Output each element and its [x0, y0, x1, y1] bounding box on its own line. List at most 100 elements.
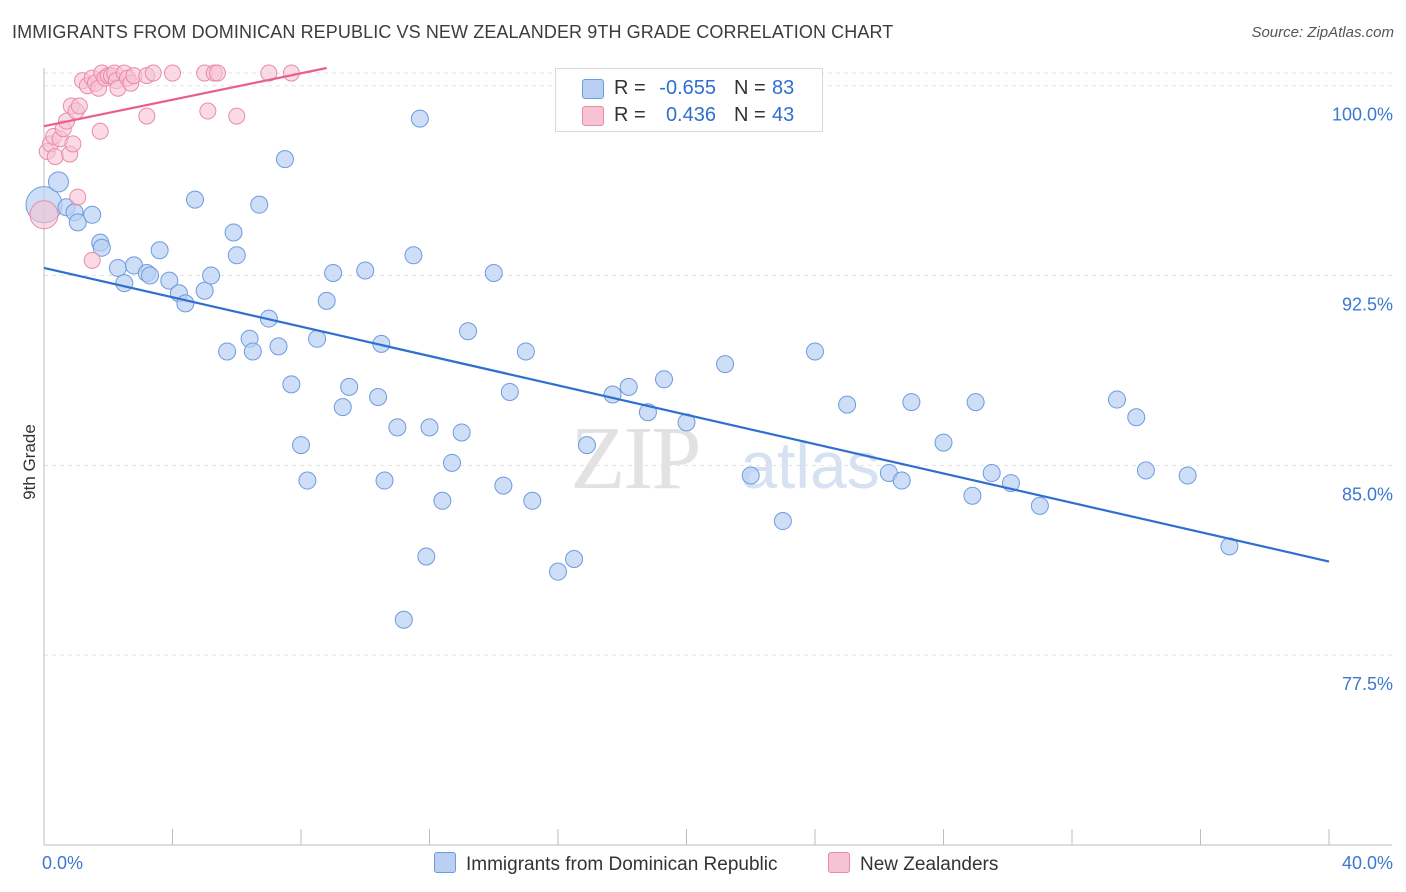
tick-labels: 77.5% 85.0% 92.5% 100.0% 0.0% 40.0% [42, 105, 1393, 873]
data-point-dominican [500, 382, 519, 401]
legend-row-dominican: R = -0.655 N = 83 [556, 73, 820, 101]
y-tick-label: 92.5% [1342, 295, 1393, 315]
data-point-dominican [108, 258, 127, 277]
data-point-dominican [176, 294, 195, 313]
data-point-dominican [83, 205, 102, 224]
data-point-newzealand [64, 135, 82, 153]
legend-r-value: -0.655 [659, 77, 716, 99]
watermark: ZIP atlas [571, 409, 880, 508]
data-point-newzealand [199, 102, 217, 120]
data-point-dominican [966, 393, 985, 412]
data-point-dominican [484, 264, 503, 283]
data-point-dominican [68, 213, 87, 232]
data-point-dominican [324, 264, 343, 283]
data-point-dominican [577, 436, 596, 455]
data-point-dominican [333, 398, 352, 417]
legend-row-newzealand: R = 0.436 N = 43 [556, 100, 820, 128]
data-point-dominican [410, 109, 429, 128]
data-point-dominican [388, 418, 407, 437]
y-tick-label: 100.0% [1332, 105, 1393, 125]
data-point-dominican [1107, 390, 1126, 409]
data-point-dominican [202, 266, 221, 285]
data-point-dominican [250, 195, 269, 214]
data-point-dominican [195, 281, 214, 300]
legend-item-newzealand: New Zealanders [828, 852, 998, 876]
trend-line-newzealand [43, 66, 327, 128]
watermark-atlas: atlas [740, 428, 879, 502]
data-point-newzealand [91, 122, 109, 140]
data-point-newzealand [260, 64, 278, 82]
legend-item-dominican: Immigrants from Dominican Republic [434, 852, 778, 876]
data-point-dominican [934, 433, 953, 452]
data-point-dominican [838, 395, 857, 414]
series-dominican-points [25, 109, 1239, 629]
data-point-dominican [404, 246, 423, 265]
data-point-newzealand [69, 188, 87, 206]
data-point-dominican [150, 241, 169, 260]
data-point-dominican [716, 355, 735, 374]
y-axis-label: 9th Grade [20, 424, 39, 500]
y-tick-label: 77.5% [1342, 674, 1393, 694]
legend-swatch-pink [582, 106, 604, 126]
data-point-dominican [452, 423, 471, 442]
x-tick-label: 0.0% [42, 853, 83, 873]
legend-label-newzealand: New Zealanders [860, 854, 999, 875]
data-point-dominican [963, 486, 982, 505]
data-point-dominican [773, 512, 792, 531]
legend-swatch-blue [434, 852, 456, 873]
data-point-dominican [340, 377, 359, 396]
data-point-dominican [741, 466, 760, 485]
y-tick-label: 85.0% [1342, 484, 1393, 504]
data-point-dominican [275, 150, 294, 169]
data-point-dominican [1127, 408, 1146, 427]
data-point-newzealand [70, 97, 88, 115]
data-point-dominican [375, 471, 394, 490]
data-point-dominican [185, 190, 204, 209]
trend-lines [43, 66, 1330, 563]
data-point-dominican [356, 261, 375, 280]
data-point-dominican [269, 337, 288, 356]
data-point-dominican [982, 463, 1001, 482]
data-point-dominican [1136, 461, 1155, 480]
data-point-dominican [433, 491, 452, 510]
data-point-dominican [115, 274, 134, 293]
chart-source: Source: ZipAtlas.com [1251, 24, 1394, 41]
legend-r-label: R = [614, 104, 646, 126]
legend-n-label: N = [734, 77, 766, 99]
legend-label-dominican: Immigrants from Dominican Republic [466, 854, 778, 875]
data-point-dominican [1178, 466, 1197, 485]
axes [43, 68, 1392, 846]
data-point-dominican [160, 271, 179, 290]
data-point-dominican [369, 388, 388, 407]
legend-n-value: 83 [772, 77, 795, 99]
data-point-newzealand [29, 200, 59, 230]
data-point-dominican [308, 329, 327, 348]
data-point-dominican [420, 418, 439, 437]
data-point-newzealand [46, 148, 64, 166]
data-point-dominican [549, 562, 567, 581]
data-point-dominican [141, 266, 160, 285]
data-point-newzealand [144, 64, 162, 82]
data-point-newzealand [164, 64, 181, 82]
data-point-dominican [459, 322, 478, 341]
legend-stats: R = -0.655 N = 83 R = 0.436 N = 43 [555, 68, 823, 132]
data-point-dominican [523, 491, 542, 510]
legend-r-label: R = [614, 77, 646, 99]
series-newzealand-points [29, 64, 300, 269]
data-point-dominican [565, 550, 584, 569]
data-point-dominican [494, 476, 513, 495]
data-point-dominican [442, 453, 461, 472]
data-point-dominican [892, 471, 911, 490]
trend-line-dominican [43, 266, 1330, 563]
data-point-dominican [224, 223, 243, 242]
data-point-dominican [298, 471, 317, 490]
data-point-dominican [282, 375, 301, 394]
data-point-dominican [1030, 496, 1049, 515]
data-point-dominican [516, 342, 535, 361]
legend-n-value: 43 [772, 104, 795, 126]
data-point-dominican [394, 610, 413, 629]
data-point-dominican [417, 547, 436, 566]
legend-n-label: N = [734, 104, 766, 126]
data-point-newzealand [208, 64, 226, 82]
